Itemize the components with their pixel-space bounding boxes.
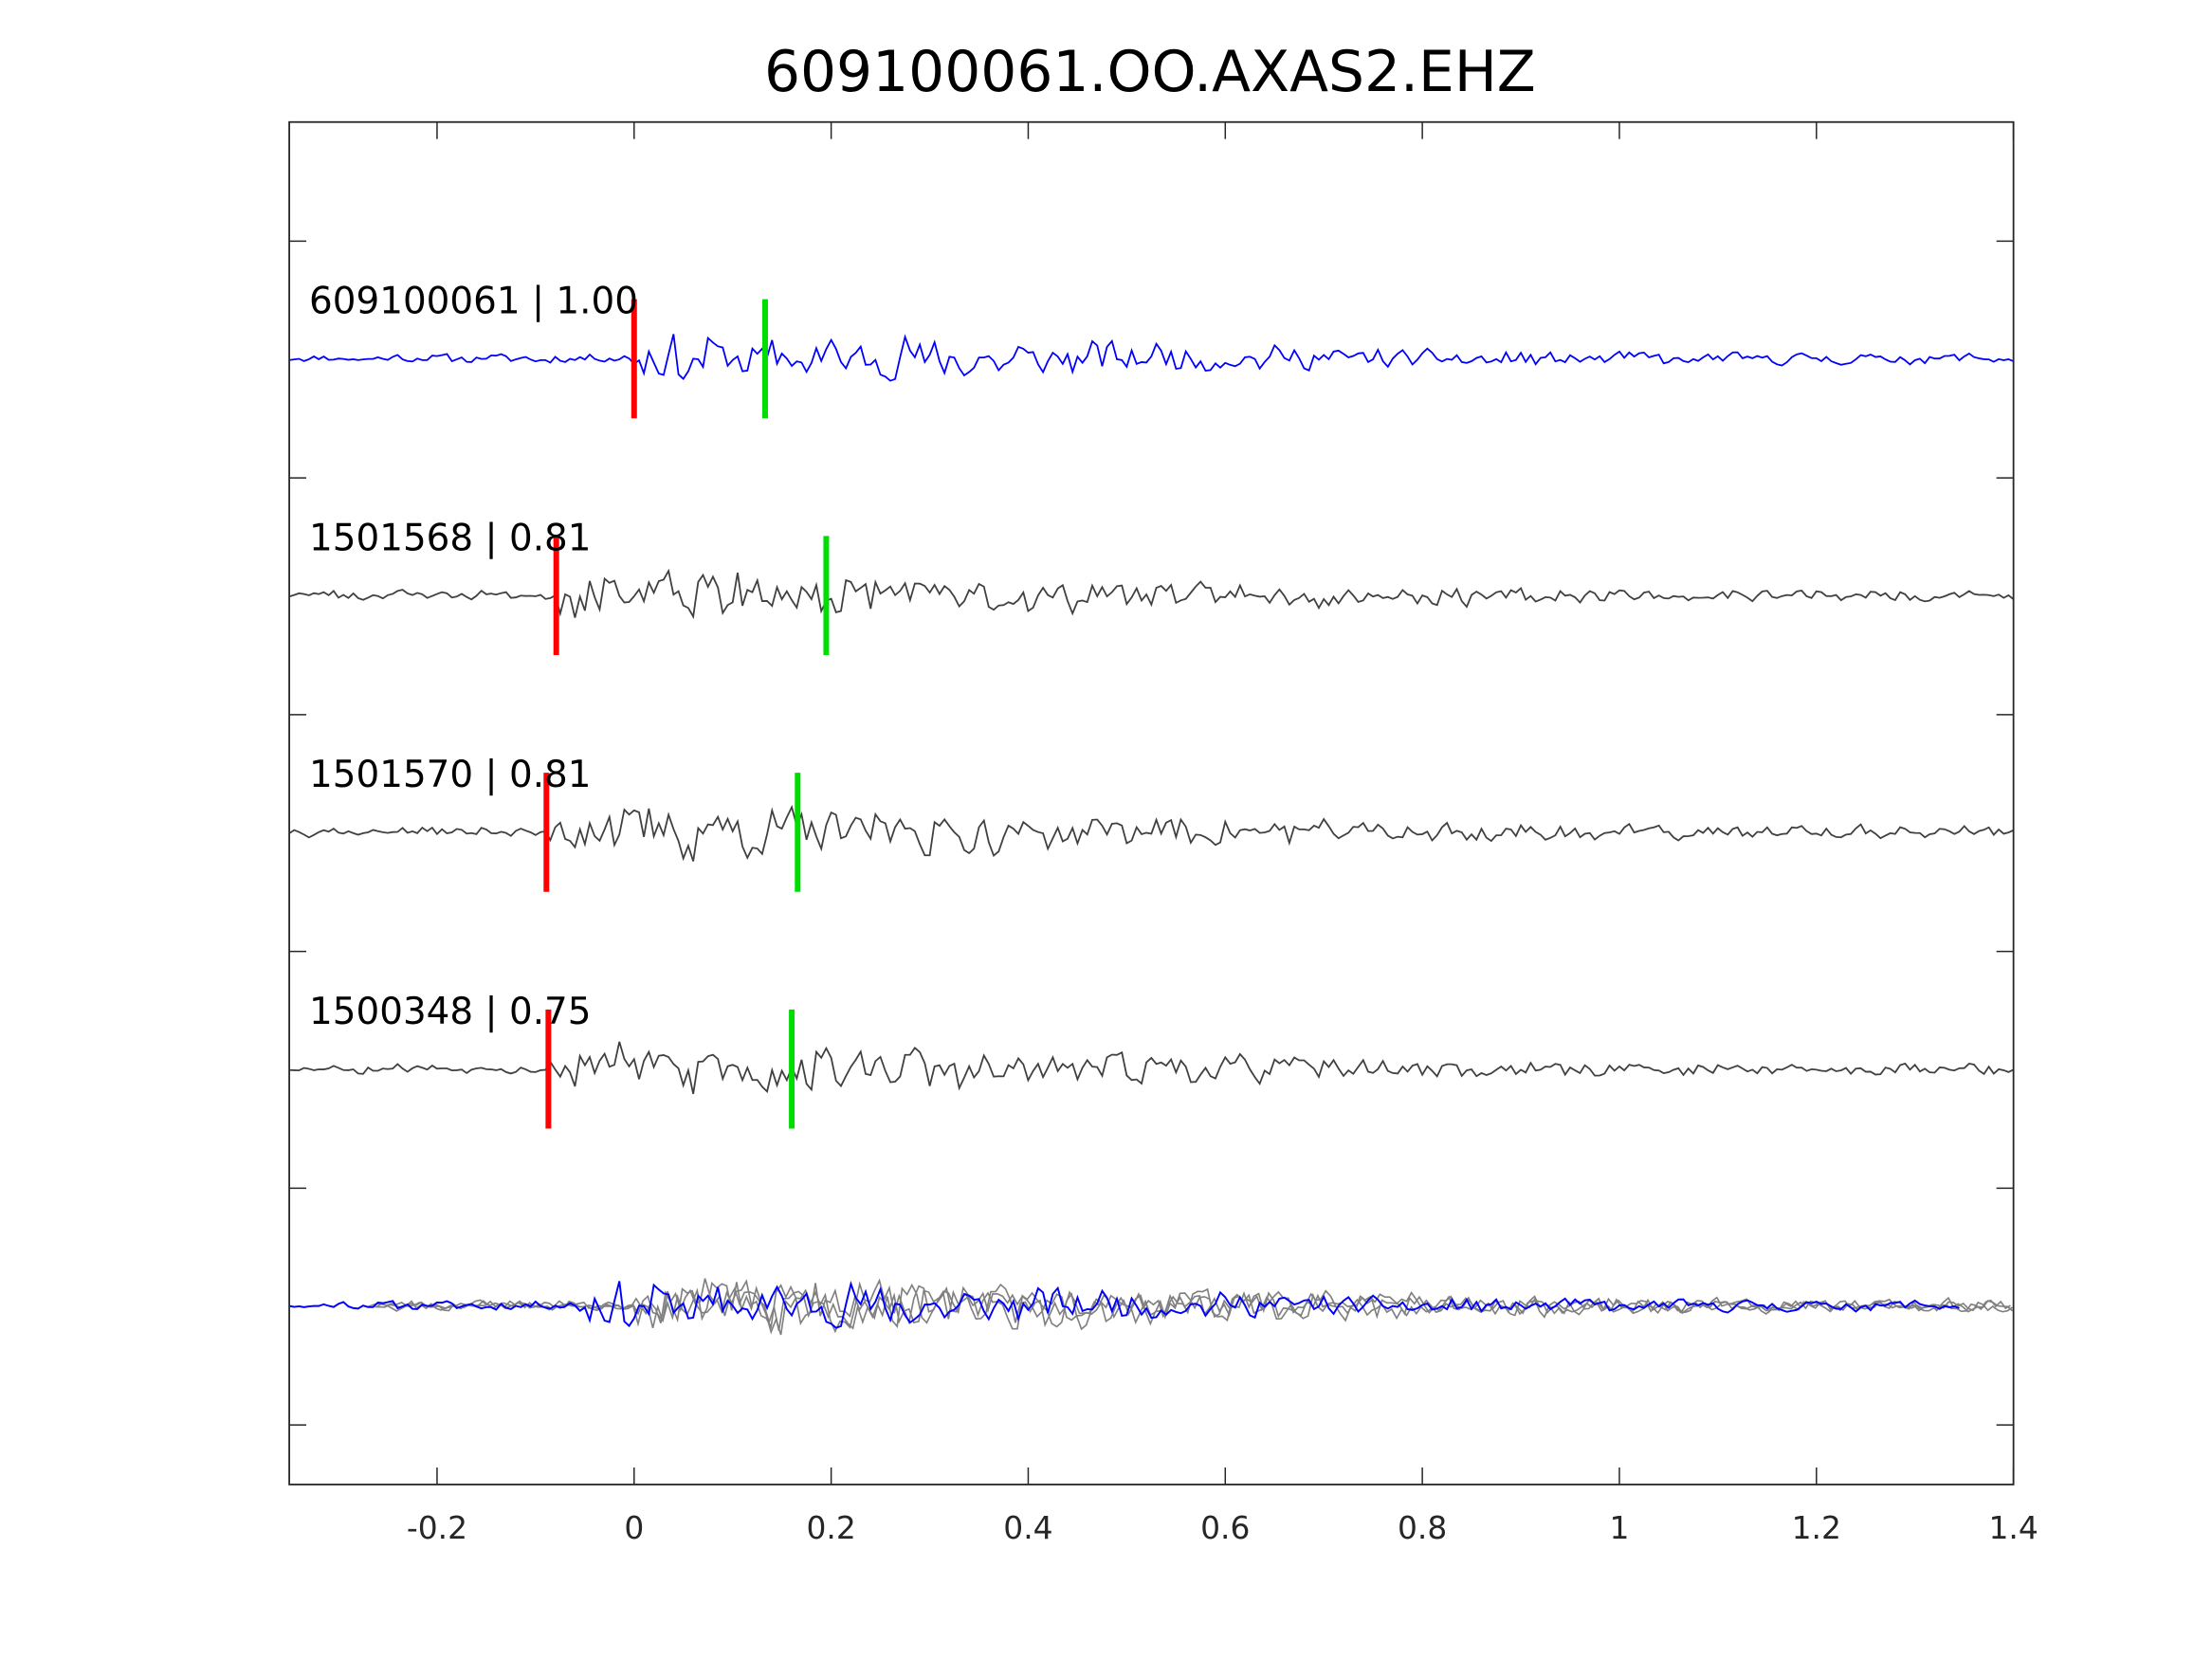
trace-label: 609100061 | 1.00 <box>309 281 638 323</box>
trace-label: 1501570 | 0.81 <box>309 754 592 796</box>
stack-trace-reference <box>288 1280 1960 1329</box>
x-tick-label: 0.2 <box>806 1509 855 1546</box>
x-tick-label: 1.2 <box>1792 1509 1841 1546</box>
trace-1501570 <box>288 804 2015 862</box>
x-tick-label: 0.8 <box>1398 1509 1447 1546</box>
traces-group: 609100061 | 1.00 1501568 | 0.81 1501570 | … <box>288 281 2015 1336</box>
x-tick-label: 1 <box>1609 1509 1629 1546</box>
stack-trace-1501570 <box>376 1278 2014 1336</box>
x-tick-label: 0 <box>624 1509 644 1546</box>
trace-label: 1501568 | 0.81 <box>309 517 592 559</box>
trace-label: 1500348 | 0.75 <box>309 991 592 1033</box>
plot-frame <box>288 120 2015 1486</box>
x-tick-label: 0.6 <box>1200 1509 1250 1546</box>
axes-group: -0.2 0 0.2 0.4 0.6 0.8 1 1.2 1.4 <box>288 120 2038 1546</box>
trace-1500348 <box>289 1041 2015 1095</box>
trace-1501568 <box>288 568 2015 620</box>
chart-title: 609100061.OO.AXAS2.EHZ <box>764 39 1536 105</box>
stack-trace-1500348 <box>375 1278 2011 1331</box>
x-tick-label: 0.4 <box>1003 1509 1052 1546</box>
x-tick-label: 1.4 <box>1988 1509 2038 1546</box>
x-tick-label: -0.2 <box>407 1509 467 1546</box>
trace-609100061 <box>288 334 2014 382</box>
